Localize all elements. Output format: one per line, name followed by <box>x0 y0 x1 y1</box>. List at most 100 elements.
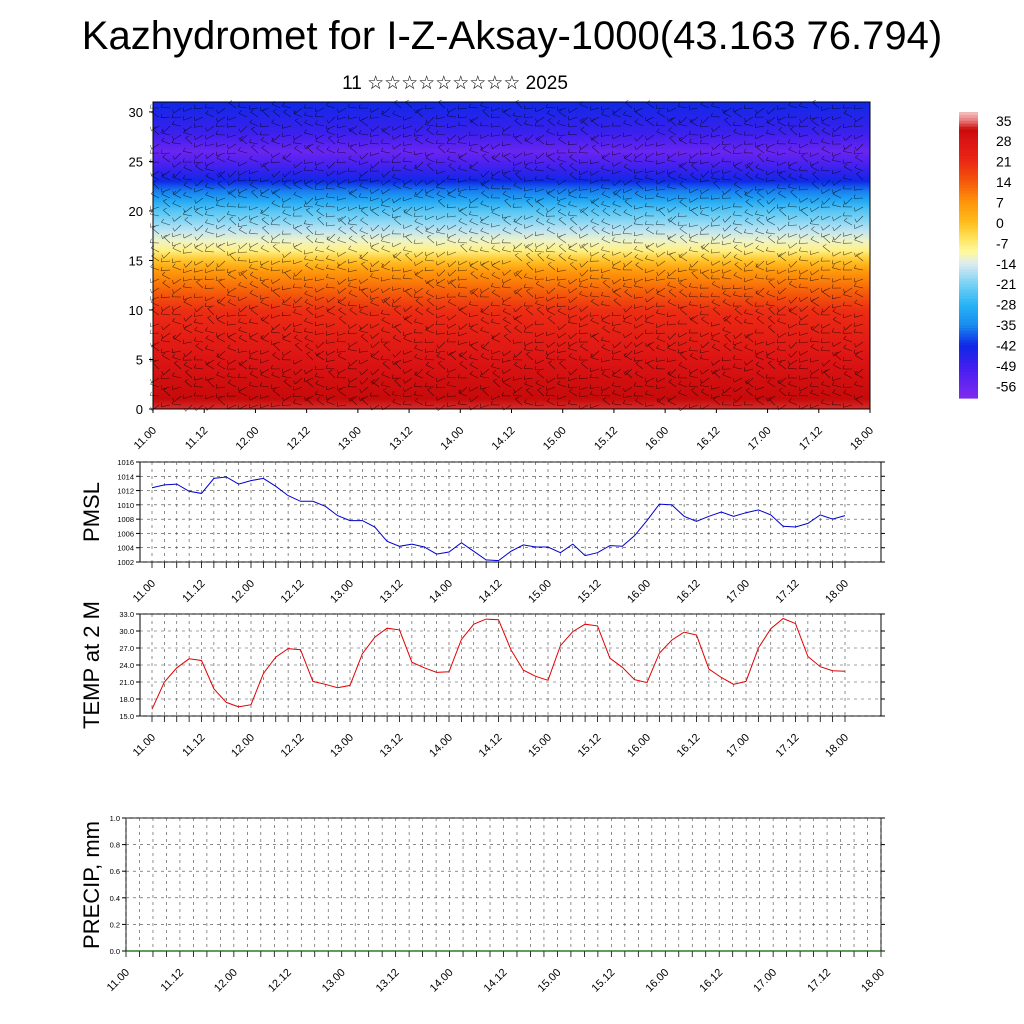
wind-barb <box>570 218 578 226</box>
wind-barb-flag <box>546 226 550 231</box>
wind-barb-flag <box>821 215 823 220</box>
wind-barb <box>371 107 380 113</box>
wind-barb-flag <box>799 198 801 203</box>
wind-barb <box>491 212 501 217</box>
wind-barb <box>591 138 600 145</box>
wind-barb-flag <box>567 211 571 216</box>
wind-barb-flag <box>690 207 695 211</box>
wind-barb-flag <box>743 228 747 233</box>
wind-barb-flag <box>382 208 386 212</box>
wind-barb <box>370 134 380 137</box>
wind-barb-flag <box>612 134 614 139</box>
wind-barb <box>856 173 864 181</box>
wind-barb <box>315 161 325 166</box>
wind-barb <box>667 175 677 181</box>
wind-barb-flag <box>283 217 287 221</box>
pmsl-x-tick-label: 16.12 <box>675 578 703 606</box>
wind-barb <box>766 179 776 182</box>
wind-barb-flag <box>150 379 152 383</box>
wind-barb-flag <box>721 194 724 199</box>
wind-barb-flag <box>580 207 585 211</box>
wind-barb-flag <box>776 139 779 144</box>
wind-barb-flag <box>645 153 647 158</box>
wind-barb <box>272 233 281 240</box>
wind-barb-flag <box>217 180 222 184</box>
wind-barb-flag <box>161 129 164 133</box>
wind-barb-flag <box>790 189 795 193</box>
wind-barb <box>249 184 259 190</box>
temp-x-tick-label: 17.00 <box>724 732 752 760</box>
wind-barb-flag <box>600 176 603 181</box>
wind-barb-flag <box>534 176 537 181</box>
wind-barb <box>711 197 721 200</box>
cross-section-x-tick-label: 15.12 <box>592 425 620 453</box>
wind-barb-flag <box>535 137 538 141</box>
wind-barb <box>656 179 666 185</box>
wind-barb <box>526 200 534 208</box>
wind-barb <box>491 134 501 137</box>
cross-section-x-tick-label: 14.12 <box>490 425 518 453</box>
wind-barb-flag <box>249 119 253 123</box>
wind-barb-flag <box>765 156 769 161</box>
wind-barb-flag <box>853 150 856 155</box>
wind-barb-flag <box>391 158 394 163</box>
wind-barb-flag <box>416 108 420 112</box>
wind-barb-flag <box>592 144 596 148</box>
wind-barb-flag <box>743 104 746 109</box>
wind-barb <box>459 210 468 217</box>
wind-barb-flag <box>238 171 240 176</box>
wind-barb-flag <box>447 191 451 195</box>
wind-barb-flag <box>556 149 559 154</box>
wind-barb <box>447 233 457 238</box>
wind-barb <box>261 147 270 154</box>
wind-barb <box>833 215 842 221</box>
wind-barb-flag <box>414 218 418 222</box>
wind-barb-flag <box>184 217 189 221</box>
wind-barb-flag <box>777 235 780 240</box>
wind-barb <box>798 169 809 172</box>
wind-barb <box>328 233 336 241</box>
pmsl-x-tick-label: 15.12 <box>576 578 604 606</box>
colorbar-label: 21 <box>996 154 1012 170</box>
wind-barb-flag <box>787 139 791 144</box>
cross-section-x-tick-label: 17.00 <box>746 425 774 453</box>
wind-barb <box>262 206 270 214</box>
cross-section-x-tick-label: 13.12 <box>387 425 415 453</box>
pmsl-y-tick-label: 1008 <box>117 515 134 524</box>
wind-barb-flag <box>436 191 440 195</box>
wind-barb-flag <box>359 116 361 122</box>
wind-barb-flag <box>679 226 684 229</box>
wind-barb-flag <box>744 190 747 195</box>
wind-barb <box>468 107 479 109</box>
wind-barb <box>502 229 512 235</box>
wind-barb <box>623 122 633 127</box>
wind-barb <box>690 152 699 159</box>
wind-barb <box>591 170 600 176</box>
wind-barb <box>843 125 853 129</box>
wind-barb <box>272 215 281 222</box>
temp-x-tick-label: 13.00 <box>328 732 356 760</box>
wind-barb <box>184 219 193 226</box>
wind-barb <box>535 107 545 112</box>
wind-barb-flag <box>677 102 681 107</box>
wind-barb-flag <box>690 118 694 122</box>
wind-barb <box>304 223 314 226</box>
wind-barb <box>546 166 556 172</box>
wind-barb-flag <box>766 200 769 205</box>
wind-barb-flag <box>271 119 275 123</box>
wind-barb-flag <box>821 182 824 187</box>
wind-barb <box>303 206 314 208</box>
wind-barb-flag <box>172 217 175 222</box>
wind-barb <box>755 213 765 217</box>
wind-barb-flag <box>644 156 648 161</box>
wind-barb-flag <box>512 203 515 208</box>
wind-barb-flag <box>535 217 540 221</box>
wind-barb <box>205 222 215 226</box>
wind-barb <box>469 221 479 226</box>
wind-barb-flag <box>216 109 219 114</box>
wind-barb-flag <box>611 231 614 236</box>
wind-barb <box>284 170 292 178</box>
wind-barb <box>680 134 688 142</box>
wind-barb <box>821 215 831 221</box>
wind-barb <box>557 197 567 202</box>
